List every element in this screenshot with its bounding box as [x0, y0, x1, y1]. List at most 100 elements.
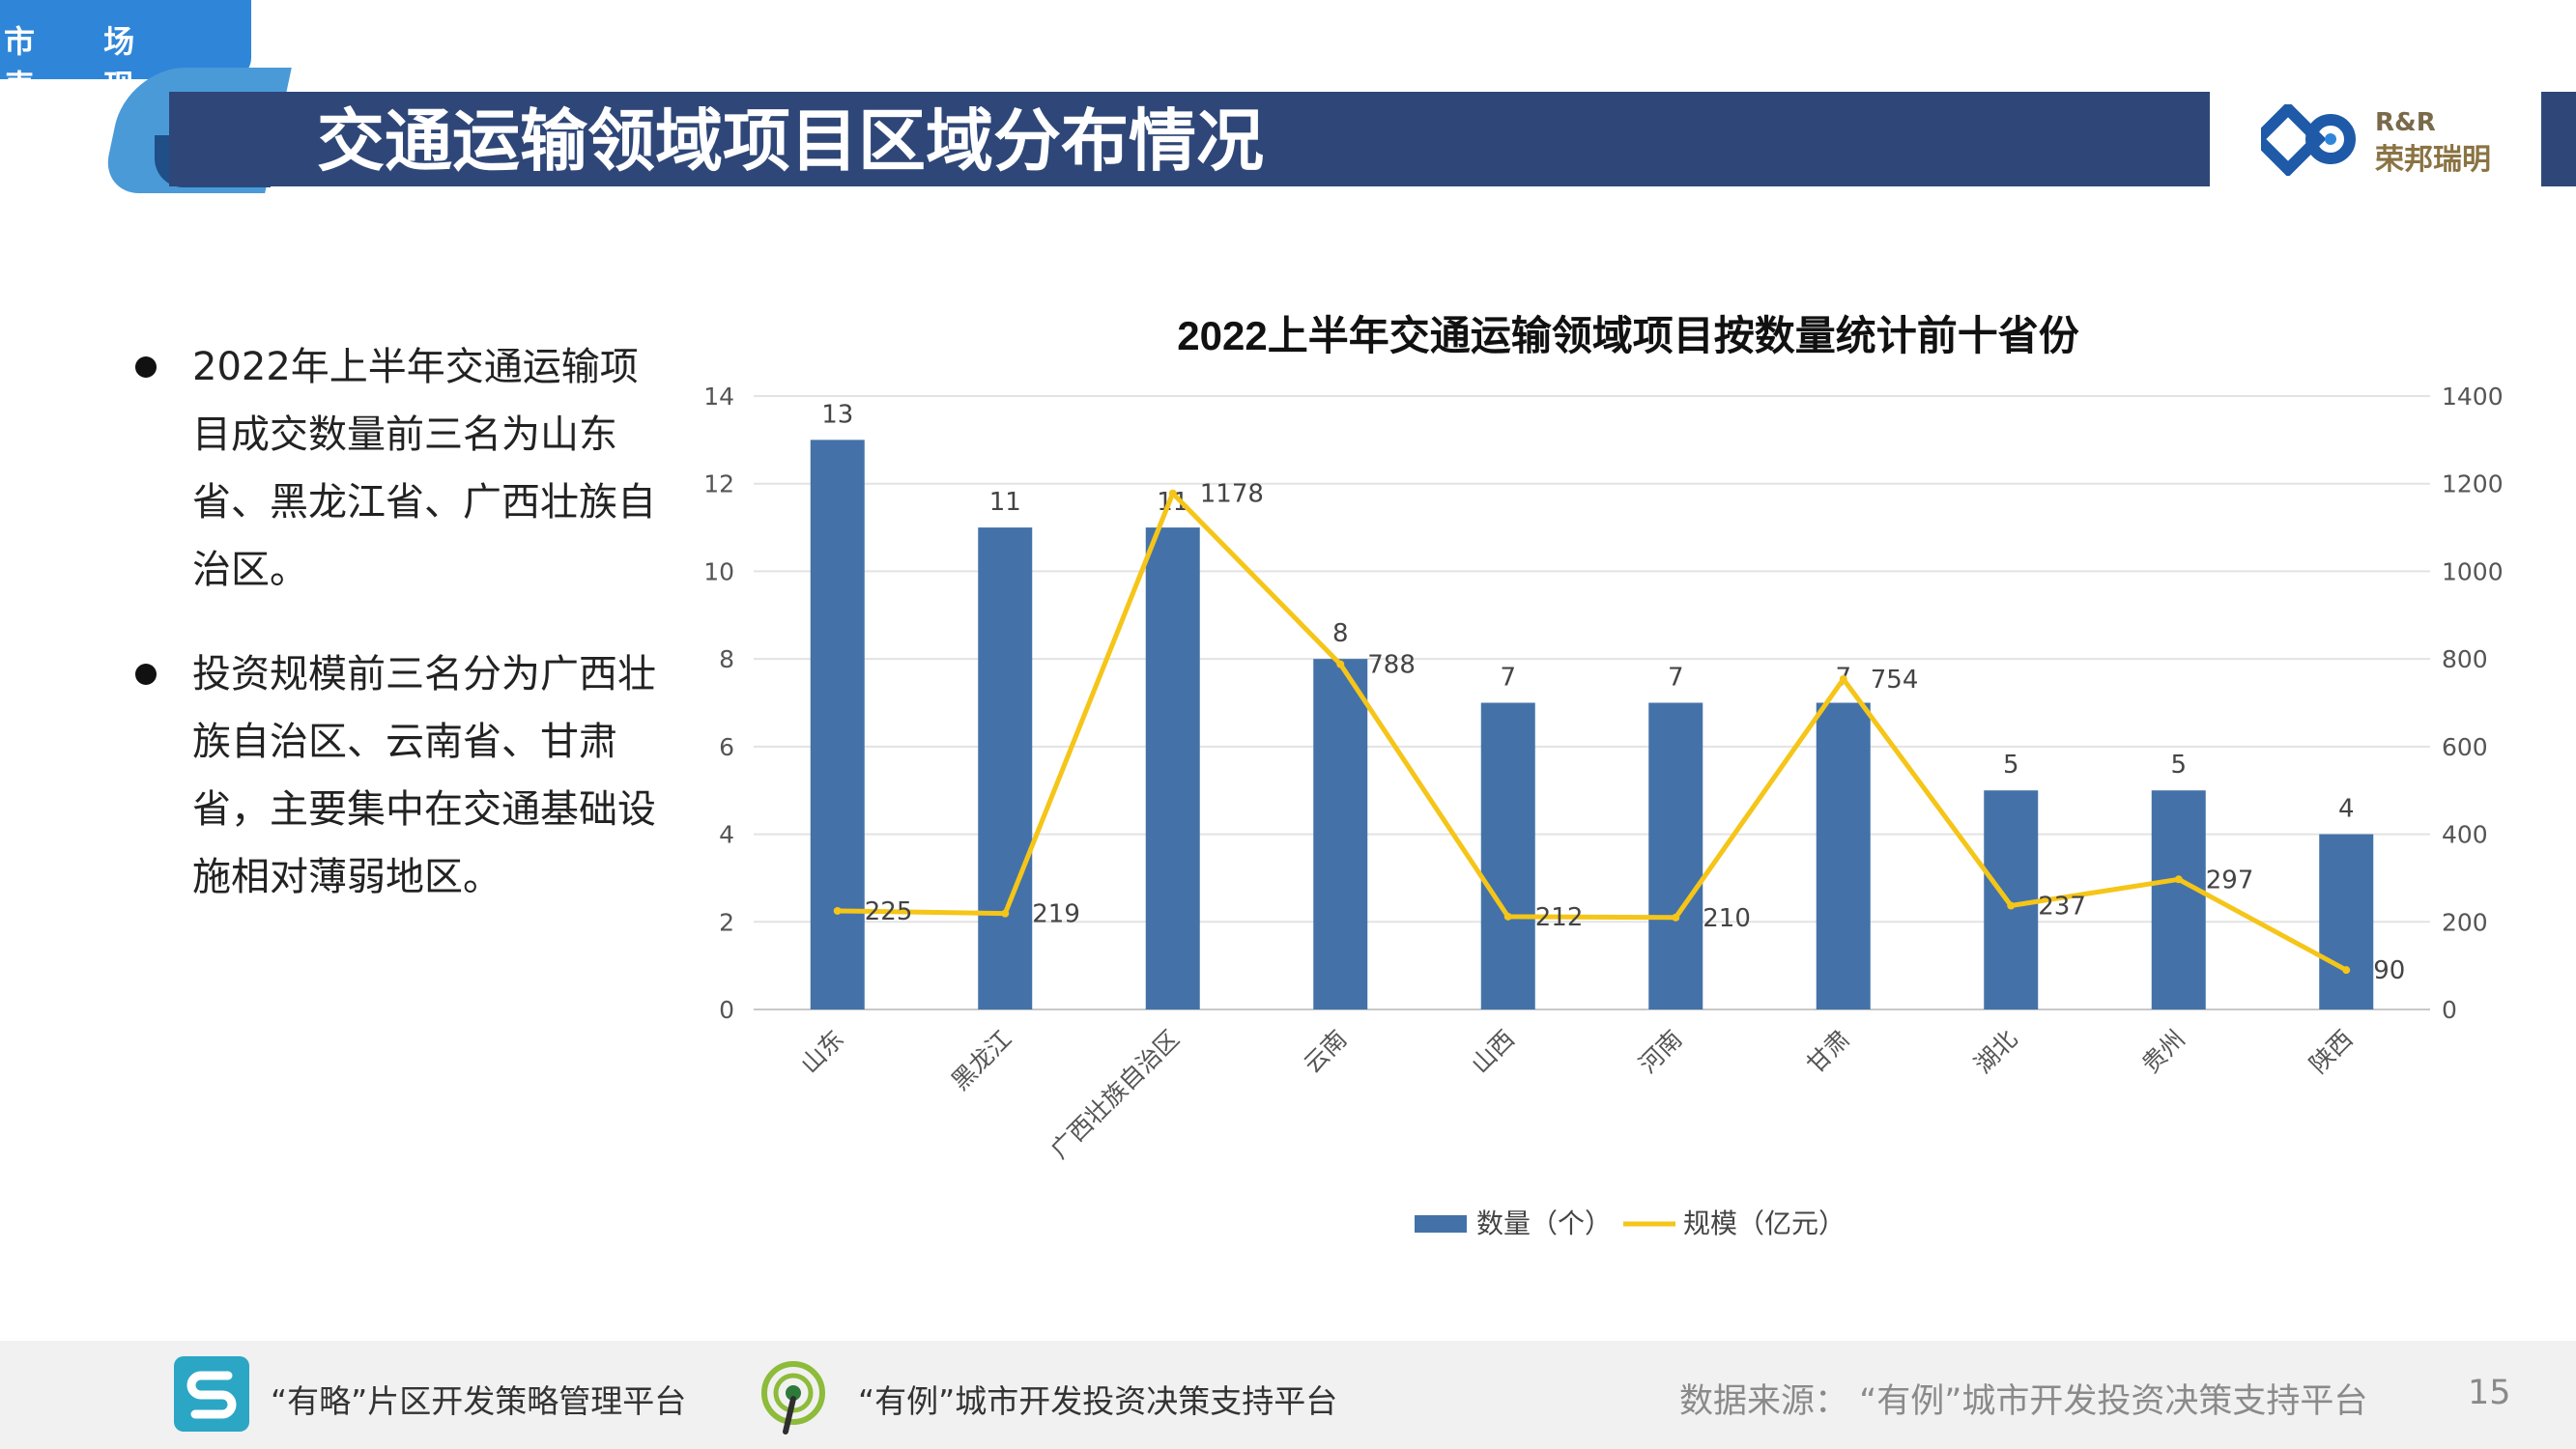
bar	[1480, 702, 1535, 1009]
y-right-tick-label: 400	[2442, 821, 2488, 849]
bar	[1648, 702, 1703, 1009]
line-point	[1001, 909, 1010, 918]
x-tick-label: 河南	[1634, 1025, 1688, 1079]
line-point	[2174, 875, 2183, 884]
line-point	[1672, 913, 1680, 922]
y-left-tick-label: 2	[719, 908, 734, 936]
y-right-tick-label: 1200	[2442, 470, 2504, 498]
y-right-tick-label: 1000	[2442, 557, 2504, 585]
y-right-tick-label: 0	[2442, 996, 2457, 1024]
bar	[1816, 702, 1871, 1009]
bar-series	[810, 440, 2374, 1009]
page-number: 15	[2468, 1374, 2511, 1412]
y-right-tick-label: 800	[2442, 645, 2488, 673]
line-value-label: 237	[2038, 893, 2086, 922]
bar-value-label: 7	[1500, 664, 1516, 693]
line-value-label: 212	[1535, 903, 1584, 932]
line-value-label: 219	[1032, 900, 1080, 929]
y-left-tick-label: 8	[719, 645, 734, 673]
bar	[1145, 527, 1200, 1009]
line-value-label: 1178	[1200, 480, 1264, 509]
bullet-item: 2022年上半年交通运输项目成交数量前三名为山东省、黑龙江省、广西壮族自治区。	[130, 333, 672, 604]
y-left-tick-label: 12	[703, 470, 734, 498]
bar-value-label: 5	[2003, 751, 2019, 780]
bullet-text: 投资规模前三名分为广西壮族自治区、云南省、甘肃省，主要集中在交通基础设施相对薄弱…	[192, 652, 656, 899]
company-logo	[2261, 104, 2356, 176]
line-point	[1336, 660, 1345, 668]
line-point	[833, 906, 842, 915]
case-platform-logo-icon	[761, 1361, 825, 1435]
line-series	[833, 489, 2351, 975]
combo-chart: 2022上半年交通运输领域项目按数量统计前十省份 0 2 4 6 8 10 12 14 0 20…	[703, 313, 2504, 1239]
x-tick-label: 山东	[795, 1025, 849, 1079]
x-tick-label: 湖北	[1969, 1025, 2023, 1079]
right-banner-bar	[2541, 92, 2576, 186]
line-value-label: 90	[2373, 956, 2405, 985]
x-tick-label: 黑龙江	[946, 1025, 1017, 1096]
section-tab: 市 场 表 现	[0, 0, 251, 104]
footer-platform-2: “有例”城市开发投资决策支持平台	[858, 1382, 1338, 1420]
bar	[2151, 790, 2206, 1009]
bar	[2319, 834, 2374, 1009]
bar	[1313, 659, 1368, 1009]
line-value-label: 788	[1367, 651, 1416, 680]
y-left-tick-label: 14	[703, 383, 734, 411]
bar	[810, 440, 865, 1009]
chart-legend: 数量（个） 规模（亿元）	[1415, 1208, 1846, 1239]
section-tab-label: 市 场 表 现	[4, 23, 164, 104]
line-value-label: 210	[1703, 904, 1751, 933]
bullet-item: 投资规模前三名分为广西壮族自治区、云南省、甘肃省，主要集中在交通基础设施相对薄弱…	[130, 640, 672, 911]
bar-value-label: 8	[1332, 619, 1349, 648]
y-left-tick-label: 10	[703, 557, 734, 585]
y-left-tick-label: 0	[719, 996, 734, 1024]
bar-value-label: 5	[2170, 751, 2187, 780]
y-axis-left: 0 2 4 6 8 10 12 14	[703, 383, 734, 1024]
bar-data-labels: 1311118777554	[821, 400, 2354, 823]
bar-value-label: 11	[989, 488, 1021, 517]
y-right-tick-label: 600	[2442, 733, 2488, 761]
bullet-list: 2022年上半年交通运输项目成交数量前三名为山东省、黑龙江省、广西壮族自治区。 …	[130, 333, 672, 948]
bar-value-label: 7	[1668, 664, 1684, 693]
bullet-dot	[135, 664, 157, 685]
logo-text-cn: 荣邦瑞明	[2375, 143, 2491, 177]
y-left-tick-label: 4	[719, 821, 734, 849]
bar	[1984, 790, 2039, 1009]
x-tick-label: 云南	[1299, 1025, 1353, 1079]
x-tick-label: 甘肃	[1801, 1025, 1855, 1079]
x-tick-label: 陕西	[2304, 1025, 2359, 1079]
strategy-platform-logo-icon	[174, 1356, 249, 1432]
footer-platform-1: “有略”片区开发策略管理平台	[271, 1382, 687, 1420]
legend-label-bar: 数量（个）	[1476, 1208, 1612, 1239]
bullet-text: 2022年上半年交通运输项目成交数量前三名为山东省、黑龙江省、广西壮族自治区。	[192, 345, 656, 592]
bullet-dot	[135, 356, 157, 378]
x-tick-label: 广西壮族自治区	[1045, 1025, 1185, 1164]
title-banner	[169, 92, 2210, 186]
line-value-label: 297	[2206, 866, 2254, 895]
x-tick-label: 贵州	[2136, 1025, 2190, 1079]
bar	[978, 527, 1033, 1009]
legend-swatch-bar	[1415, 1215, 1467, 1233]
page-title: 交通运输领域项目区域分布情况	[317, 101, 1264, 181]
y-right-tick-label: 1400	[2442, 383, 2504, 411]
line-point	[1503, 912, 1512, 921]
x-tick-label: 山西	[1466, 1025, 1520, 1079]
line-value-label: 225	[865, 897, 913, 926]
y-right-tick-label: 200	[2442, 908, 2488, 936]
chart-title: 2022上半年交通运输领域项目按数量统计前十省份	[1177, 313, 2078, 358]
chart-gridlines	[754, 395, 2430, 1010]
bar-value-label: 13	[821, 400, 853, 429]
logo-text-en: R&R	[2375, 108, 2436, 137]
legend-label-line: 规模（亿元）	[1683, 1208, 1846, 1239]
y-left-tick-label: 6	[719, 733, 734, 761]
line-value-label: 754	[1871, 666, 1919, 695]
data-source-note: 数据来源： “有例”城市开发投资决策支持平台	[1679, 1382, 2368, 1421]
footer-bar	[0, 1341, 2576, 1449]
y-axis-right: 0 200 400 600 800 1000 1200 1400	[2442, 383, 2504, 1024]
bar-value-label: 4	[2338, 795, 2355, 824]
line-point	[2342, 966, 2351, 975]
line-point	[2007, 901, 2016, 910]
line-point	[1168, 489, 1177, 497]
scale-line	[837, 491, 2348, 973]
x-axis: 山东 黑龙江 广西壮族自治区 云南 山西 河南 甘肃 湖北 贵州 陕西	[795, 1025, 2358, 1164]
